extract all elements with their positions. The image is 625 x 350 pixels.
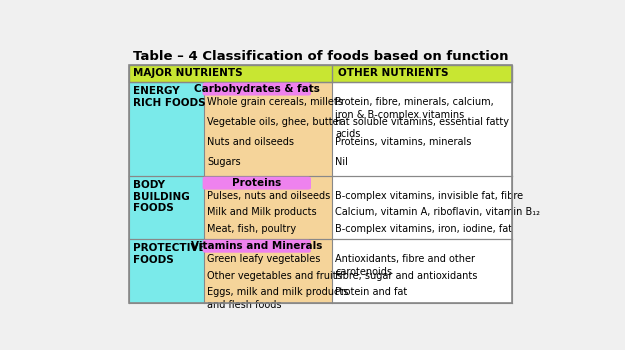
Bar xyxy=(129,176,204,239)
Text: Proteins, vitamins, minerals: Proteins, vitamins, minerals xyxy=(335,137,471,147)
Text: Nuts and oilseeds: Nuts and oilseeds xyxy=(207,137,294,147)
Text: MAJOR NUTRIENTS: MAJOR NUTRIENTS xyxy=(133,69,242,78)
Text: Nil: Nil xyxy=(335,157,348,167)
Text: Sugars: Sugars xyxy=(207,157,241,167)
Bar xyxy=(332,176,512,239)
Text: PROTECTIVE
FOODS: PROTECTIVE FOODS xyxy=(133,243,206,265)
Text: Green leafy vegetables: Green leafy vegetables xyxy=(207,254,321,264)
Text: Protein and fat: Protein and fat xyxy=(335,287,408,298)
Text: Other vegetables and fruits: Other vegetables and fruits xyxy=(207,271,342,281)
Bar xyxy=(129,65,512,82)
Text: Meat, fish, poultry: Meat, fish, poultry xyxy=(207,224,296,233)
Text: Vegetable oils, ghee, butter: Vegetable oils, ghee, butter xyxy=(207,117,342,127)
Text: Table – 4 Classification of foods based on function: Table – 4 Classification of foods based … xyxy=(132,50,508,63)
Text: Carbohydrates & fats: Carbohydrates & fats xyxy=(194,84,320,94)
Text: Whole grain cereals, millets: Whole grain cereals, millets xyxy=(207,97,343,107)
Text: ENERGY
RICH FOODS: ENERGY RICH FOODS xyxy=(133,86,206,108)
Text: B-complex vitamins, invisible fat, fibre: B-complex vitamins, invisible fat, fibre xyxy=(335,191,523,201)
Bar xyxy=(204,239,332,303)
FancyBboxPatch shape xyxy=(202,240,311,253)
Text: Proteins: Proteins xyxy=(232,178,281,188)
Bar xyxy=(204,176,332,239)
FancyBboxPatch shape xyxy=(202,177,311,190)
Text: Fibre, sugar and antioxidants: Fibre, sugar and antioxidants xyxy=(335,271,478,281)
Text: OTHER NUTRIENTS: OTHER NUTRIENTS xyxy=(338,69,448,78)
Text: B-complex vitamins, iron, iodine, fat: B-complex vitamins, iron, iodine, fat xyxy=(335,224,512,233)
Bar xyxy=(129,239,204,303)
Text: Fat soluble vitamins, essential fatty
acids: Fat soluble vitamins, essential fatty ac… xyxy=(335,117,509,139)
FancyBboxPatch shape xyxy=(202,83,311,96)
Text: Antioxidants, fibre and other
carotenoids: Antioxidants, fibre and other carotenoid… xyxy=(335,254,475,277)
Text: Eggs, milk and milk products
and flesh foods: Eggs, milk and milk products and flesh f… xyxy=(207,287,348,310)
Bar xyxy=(129,65,512,82)
Bar xyxy=(332,239,512,303)
Bar xyxy=(129,82,204,176)
Bar xyxy=(332,82,512,176)
Text: Calcium, vitamin A, riboflavin, vitamin B₁₂: Calcium, vitamin A, riboflavin, vitamin … xyxy=(335,208,540,217)
Text: Protein, fibre, minerals, calcium,
iron & B-complex vitamins: Protein, fibre, minerals, calcium, iron … xyxy=(335,97,494,120)
Text: Vitamins and Minerals: Vitamins and Minerals xyxy=(191,241,322,251)
Text: Milk and Milk products: Milk and Milk products xyxy=(207,208,317,217)
Text: Pulses, nuts and oilseeds: Pulses, nuts and oilseeds xyxy=(207,191,330,201)
Bar xyxy=(129,65,512,303)
Bar xyxy=(204,82,332,176)
Bar xyxy=(129,65,512,303)
Text: BODY
BUILDING
FOODS: BODY BUILDING FOODS xyxy=(133,180,189,214)
